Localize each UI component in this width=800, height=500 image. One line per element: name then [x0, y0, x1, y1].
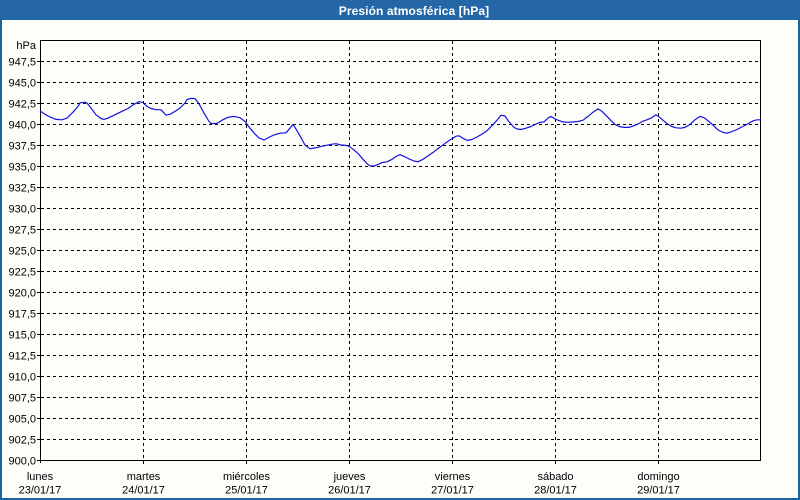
svg-text:947,5: 947,5 — [8, 57, 36, 69]
svg-text:937,5: 937,5 — [8, 141, 36, 153]
svg-text:26/01/17: 26/01/17 — [328, 485, 371, 497]
svg-text:922,5: 922,5 — [8, 267, 36, 279]
svg-text:24/01/17: 24/01/17 — [122, 485, 165, 497]
svg-text:912,5: 912,5 — [8, 351, 36, 363]
svg-text:945,0: 945,0 — [8, 78, 36, 90]
svg-text:917,5: 917,5 — [8, 309, 36, 321]
svg-text:927,5: 927,5 — [8, 225, 36, 237]
svg-text:902,5: 902,5 — [8, 435, 36, 447]
svg-text:hPa: hPa — [16, 40, 36, 52]
svg-text:900,0: 900,0 — [8, 456, 36, 468]
svg-text:27/01/17: 27/01/17 — [431, 485, 474, 497]
svg-text:925,0: 925,0 — [8, 246, 36, 258]
svg-text:sábado: sábado — [537, 471, 573, 483]
svg-text:907,5: 907,5 — [8, 393, 36, 405]
svg-text:viernes: viernes — [435, 471, 471, 483]
svg-text:935,0: 935,0 — [8, 162, 36, 174]
svg-text:905,0: 905,0 — [8, 414, 36, 426]
svg-text:940,0: 940,0 — [8, 120, 36, 132]
svg-text:jueves: jueves — [333, 471, 366, 483]
svg-text:932,5: 932,5 — [8, 183, 36, 195]
svg-text:920,0: 920,0 — [8, 288, 36, 300]
svg-text:domingo: domingo — [637, 471, 679, 483]
svg-text:930,0: 930,0 — [8, 204, 36, 216]
svg-text:miércoles: miércoles — [223, 471, 271, 483]
svg-text:29/01/17: 29/01/17 — [637, 485, 680, 497]
svg-text:28/01/17: 28/01/17 — [534, 485, 577, 497]
svg-text:lunes: lunes — [27, 471, 54, 483]
svg-text:martes: martes — [127, 471, 161, 483]
svg-text:915,0: 915,0 — [8, 330, 36, 342]
svg-text:942,5: 942,5 — [8, 99, 36, 111]
svg-text:23/01/17: 23/01/17 — [19, 485, 62, 497]
svg-text:25/01/17: 25/01/17 — [225, 485, 268, 497]
svg-text:910,0: 910,0 — [8, 372, 36, 384]
